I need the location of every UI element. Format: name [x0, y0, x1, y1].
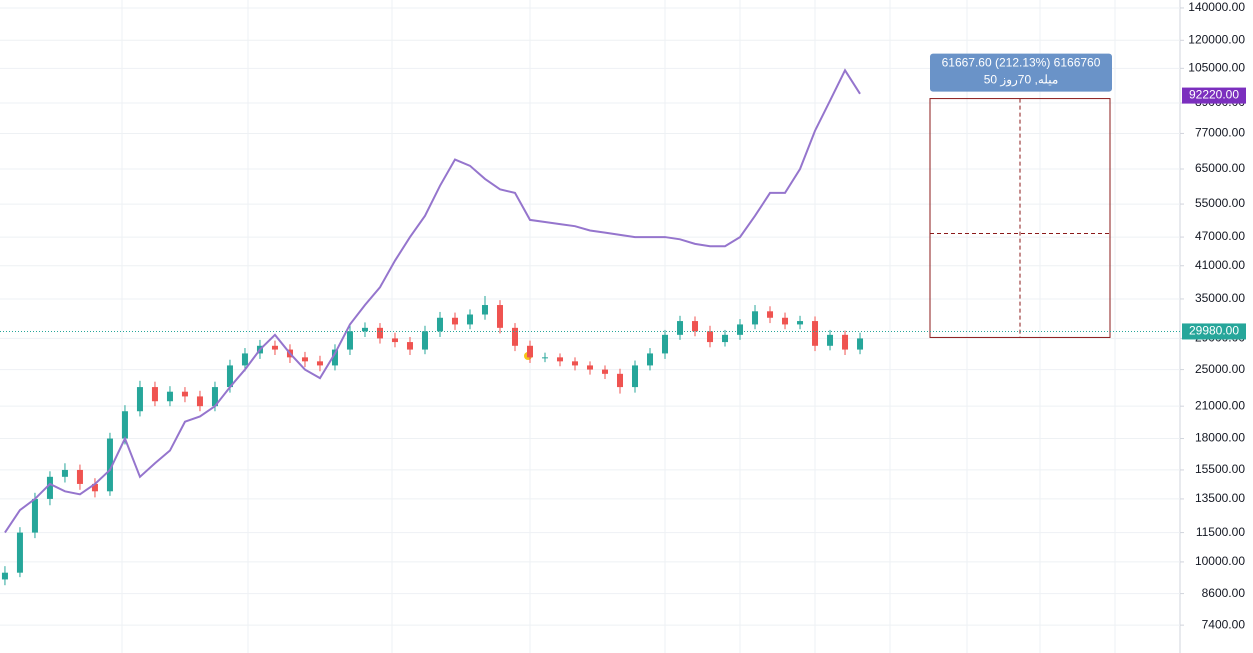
- candle-body: [361, 327, 368, 332]
- y-tick-label: 11500.00: [1196, 525, 1245, 539]
- measure-line1: 61667.60 (212.13%) 6166760: [942, 56, 1101, 70]
- candle-body: [16, 532, 23, 573]
- candle-body: [211, 387, 218, 407]
- candle-body: [136, 387, 143, 412]
- candle-body: [496, 305, 503, 328]
- y-tick-label: 10000.00: [1195, 554, 1245, 568]
- candle-body: [632, 365, 639, 388]
- y-tick-label: 13500.00: [1195, 491, 1245, 505]
- y-tick-label: 140000.00: [1188, 0, 1245, 14]
- candle-body: [842, 334, 849, 350]
- candle-body: [106, 438, 113, 492]
- y-tick-label: 105000.00: [1188, 61, 1245, 75]
- price-tag: [1182, 323, 1246, 340]
- candle-body: [541, 357, 548, 359]
- candle-body: [752, 311, 759, 325]
- candle-body: [647, 353, 654, 366]
- candle-body: [436, 317, 443, 332]
- candle-body: [61, 469, 68, 477]
- candle-body: [196, 396, 203, 407]
- measure-line2: میله, 70روز 50: [984, 73, 1059, 87]
- candle-body: [76, 469, 83, 484]
- candle-body: [181, 391, 188, 397]
- candle-body: [406, 342, 413, 350]
- candle-body: [31, 498, 38, 533]
- candle-body: [331, 349, 338, 366]
- candle-body: [1, 572, 8, 580]
- y-tick-label: 21000.00: [1195, 398, 1245, 412]
- y-tick-label: 41000.00: [1195, 258, 1245, 272]
- candle-body: [241, 353, 248, 366]
- y-tick-label: 120000.00: [1188, 32, 1245, 46]
- candle-body: [587, 365, 593, 370]
- candle-body: [151, 387, 158, 402]
- candle-body: [707, 331, 714, 343]
- candle-body: [301, 357, 308, 362]
- y-tick-label: 47000.00: [1195, 229, 1245, 243]
- y-tick-label: 8600.00: [1202, 586, 1246, 600]
- candle-body: [226, 365, 233, 388]
- candle-body: [617, 373, 624, 388]
- y-tick-label: 35000.00: [1195, 291, 1245, 305]
- candle-body: [316, 361, 323, 366]
- y-tick-label: 25000.00: [1195, 362, 1245, 376]
- y-tick-label: 77000.00: [1195, 126, 1245, 140]
- candle-body: [121, 411, 128, 439]
- price-tag-label: 29980.00: [1189, 324, 1239, 338]
- candle-body: [692, 321, 699, 332]
- candle-body: [421, 331, 428, 350]
- candle-body: [376, 327, 383, 339]
- candle-body: [737, 324, 744, 335]
- y-tick-label: 15500.00: [1195, 462, 1245, 476]
- candle-body: [526, 345, 533, 358]
- candle-body: [571, 361, 578, 366]
- candle-body: [722, 334, 729, 343]
- y-tick-label: 65000.00: [1195, 161, 1245, 175]
- candle-body: [857, 338, 864, 350]
- candle-body: [91, 483, 98, 492]
- candle-body: [166, 391, 173, 402]
- price-tag: [1182, 87, 1246, 104]
- candle-body: [827, 334, 834, 346]
- candle-body: [677, 321, 684, 335]
- candle-body: [511, 327, 518, 346]
- overlay-line: [4, 68, 861, 534]
- candle-body: [556, 357, 563, 362]
- candle-body: [782, 317, 789, 325]
- measure-tooltip: [930, 53, 1112, 92]
- candle-body: [466, 314, 473, 325]
- candle-body: [812, 321, 819, 346]
- y-tick-label: 7400.00: [1202, 617, 1246, 631]
- candle-body: [271, 345, 278, 350]
- candle-body: [797, 321, 804, 325]
- candle-body: [46, 476, 53, 499]
- candle-body: [346, 331, 353, 350]
- price-tag-label: 92220.00: [1189, 88, 1239, 102]
- candle-body: [602, 369, 609, 374]
- candle-body: [481, 305, 488, 315]
- y-tick-label: 18000.00: [1195, 431, 1245, 445]
- candle-body: [451, 317, 458, 325]
- candle-body: [767, 311, 774, 318]
- candle-body: [391, 338, 398, 343]
- vertical-grid: [121, 0, 1116, 653]
- y-tick-label: 55000.00: [1195, 196, 1245, 210]
- candle-body: [662, 334, 669, 354]
